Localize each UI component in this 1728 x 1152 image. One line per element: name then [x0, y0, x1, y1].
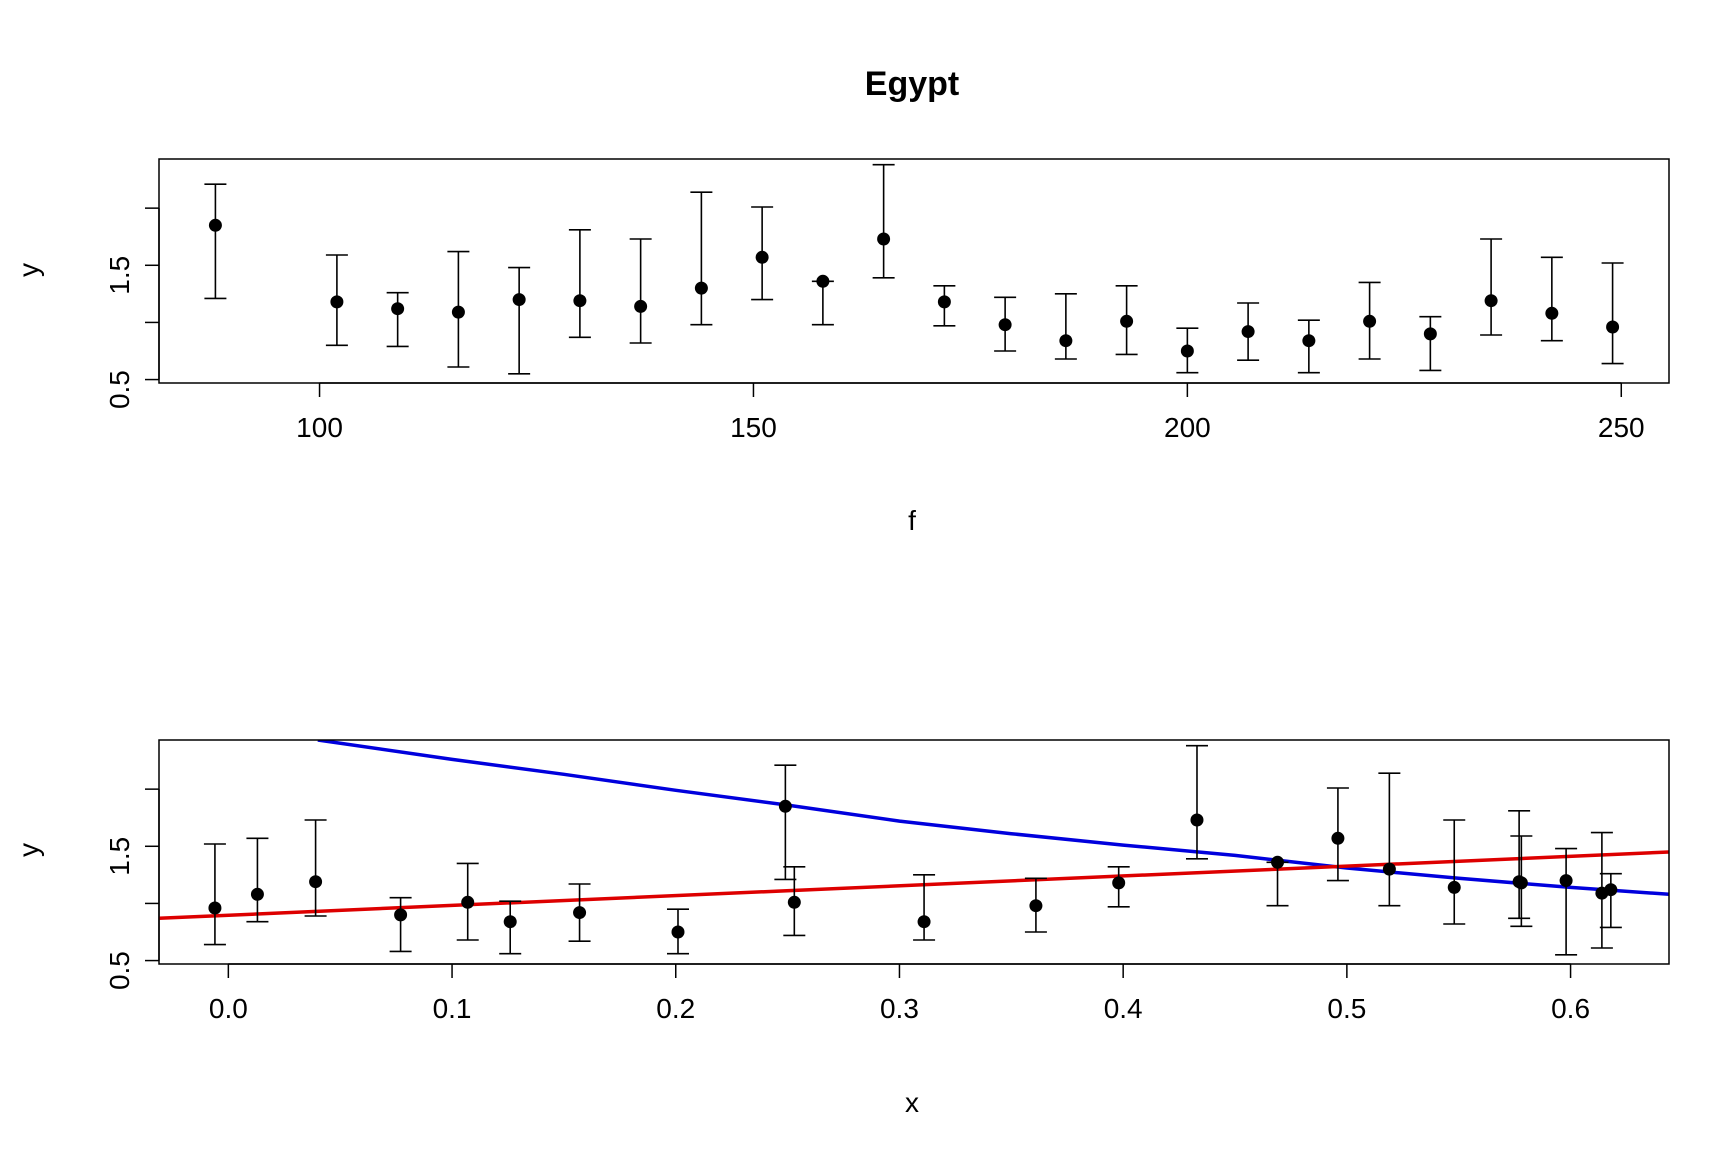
data-point: [998, 318, 1012, 332]
data-point: [877, 232, 891, 246]
data-point: [1484, 294, 1498, 308]
error-bar: [386, 291, 409, 348]
error-bar: [1508, 810, 1531, 920]
fit-line: [317, 740, 1669, 897]
error-bar: [1601, 262, 1624, 365]
y-tick-label: 1.5: [104, 837, 135, 876]
error-bar: [508, 266, 531, 375]
error-bar: [304, 819, 327, 917]
error-bar: [629, 238, 652, 344]
data-point: [1606, 320, 1620, 334]
plot-frame: [158, 158, 1670, 384]
data-point: [451, 305, 465, 319]
error-bar: [1540, 256, 1563, 342]
data-point: [1190, 813, 1204, 827]
chart-title: Egypt: [865, 65, 959, 103]
error-bar: [913, 874, 936, 941]
data-point: [1120, 314, 1134, 328]
error-bar: [203, 843, 226, 946]
error-bar: [568, 229, 591, 339]
bottom-x-axis-title: x: [905, 1087, 919, 1118]
data-point: [1180, 344, 1194, 358]
x-tick-label: 0.3: [880, 993, 919, 1024]
x-tick-label: 200: [1164, 412, 1211, 443]
data-point: [816, 274, 830, 288]
data-point: [634, 299, 648, 313]
data-point: [1382, 862, 1396, 876]
error-bar: [1480, 238, 1503, 336]
error-bar: [246, 837, 269, 923]
error-bar: [774, 764, 797, 881]
data-point: [1029, 899, 1043, 913]
top-x-axis-title: f: [908, 505, 916, 536]
error-bar: [1185, 744, 1208, 860]
data-point: [1241, 325, 1255, 339]
x-tick-label: 0.4: [1104, 993, 1143, 1024]
data-point: [778, 799, 792, 813]
data-point: [694, 281, 708, 295]
x-tick-label: 0.5: [1327, 993, 1366, 1024]
data-point: [309, 875, 323, 889]
data-point: [1423, 327, 1437, 341]
x-tick-label: 0.0: [209, 993, 248, 1024]
fit-line: [159, 850, 1669, 921]
error-bar: [204, 183, 227, 300]
data-point: [1271, 855, 1285, 869]
data-point: [1447, 880, 1461, 894]
bottom-y-axis-title: y: [13, 843, 44, 857]
data-point: [391, 302, 405, 316]
error-bar: [1443, 819, 1466, 925]
data-point: [512, 293, 526, 307]
bottom-panel: 0.0 0.1 0.2 0.3 0.4 0.5 0.6 0.5 1.5: [104, 739, 1670, 1024]
data-point: [208, 901, 222, 915]
error-bar: [1378, 772, 1401, 907]
x-tick-label: 150: [730, 412, 777, 443]
data-point: [755, 250, 769, 264]
data-point: [1514, 876, 1528, 890]
data-point: [1545, 306, 1559, 320]
data-point: [787, 895, 801, 909]
y-tick-label: 0.5: [104, 951, 135, 990]
top-panel: 100 150 200 250 0.5 1.5: [104, 158, 1670, 443]
data-point: [503, 915, 517, 929]
data-point: [573, 906, 587, 920]
data-point: [917, 915, 931, 929]
y-tick-label: 0.5: [104, 370, 135, 409]
data-point: [1604, 883, 1618, 897]
error-bar: [872, 163, 895, 279]
x-tick-label: 250: [1598, 412, 1645, 443]
data-point: [1331, 831, 1345, 845]
data-point: [671, 925, 685, 939]
data-point: [1302, 334, 1316, 348]
x-tick-label: 0.1: [433, 993, 472, 1024]
data-point: [250, 887, 264, 901]
x-tick-label: 100: [296, 412, 343, 443]
data-point: [461, 895, 475, 909]
data-point: [1059, 334, 1073, 348]
data-point: [394, 908, 408, 922]
data-point: [330, 295, 344, 309]
error-bar: [690, 191, 713, 326]
x-tick-label: 0.2: [656, 993, 695, 1024]
x-tick-label: 0.6: [1551, 993, 1590, 1024]
data-point: [937, 295, 951, 309]
top-y-axis-title: y: [13, 263, 44, 277]
data-point: [573, 294, 587, 308]
data-point: [1112, 876, 1126, 890]
error-bar: [811, 280, 834, 326]
error-bar: [1419, 315, 1442, 372]
error-bar: [1054, 293, 1077, 360]
data-point: [1363, 314, 1377, 328]
y-tick-label: 1.5: [104, 256, 135, 295]
error-bar: [1599, 872, 1622, 929]
plot-frame: [158, 739, 1670, 965]
error-bar: [389, 896, 412, 953]
error-bar: [1555, 847, 1578, 956]
data-point: [208, 218, 222, 232]
data-point: [1559, 874, 1573, 888]
